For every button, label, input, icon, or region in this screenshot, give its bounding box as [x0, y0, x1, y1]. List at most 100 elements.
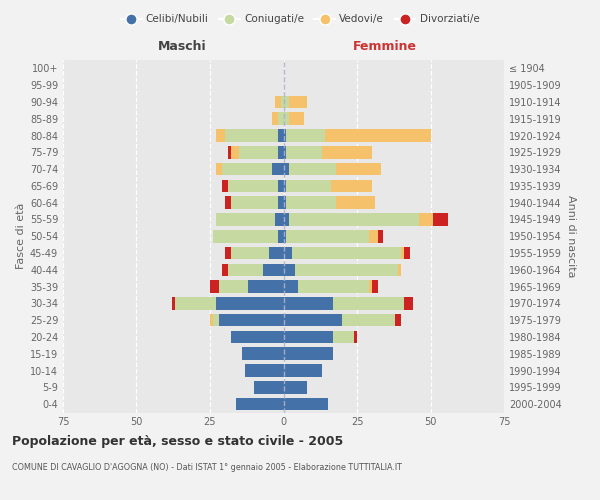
Bar	[286, 129, 325, 142]
Bar	[284, 381, 307, 394]
Bar	[219, 280, 248, 293]
Bar	[284, 348, 334, 360]
Bar	[222, 180, 227, 192]
Bar	[334, 297, 404, 310]
Bar	[242, 348, 284, 360]
Bar	[225, 129, 278, 142]
Y-axis label: Anni di nascita: Anni di nascita	[566, 195, 576, 278]
Bar	[222, 264, 227, 276]
Bar	[284, 230, 286, 242]
Bar	[298, 280, 369, 293]
Bar	[219, 314, 284, 326]
Bar	[248, 280, 284, 293]
Bar	[369, 280, 372, 293]
Bar	[213, 314, 219, 326]
Text: Popolazione per età, sesso e stato civile - 2005: Popolazione per età, sesso e stato civil…	[12, 435, 343, 448]
Bar	[284, 213, 289, 226]
Bar	[337, 163, 380, 175]
Bar	[230, 146, 239, 158]
Bar	[230, 330, 284, 344]
Bar	[272, 112, 278, 125]
Y-axis label: Fasce di età: Fasce di età	[16, 203, 26, 270]
Bar	[284, 180, 286, 192]
Text: Femmine: Femmine	[353, 40, 417, 53]
Bar	[284, 96, 289, 108]
Bar	[284, 129, 286, 142]
Bar	[230, 196, 278, 209]
Bar	[372, 280, 377, 293]
Bar	[210, 280, 219, 293]
Bar	[227, 180, 278, 192]
Bar	[284, 112, 289, 125]
Bar	[343, 314, 395, 326]
Bar	[284, 364, 322, 377]
Bar	[275, 96, 281, 108]
Bar	[284, 297, 334, 310]
Bar	[377, 230, 383, 242]
Bar	[269, 246, 284, 260]
Bar	[254, 381, 284, 394]
Bar	[216, 213, 275, 226]
Bar	[398, 264, 401, 276]
Bar	[236, 398, 284, 410]
Bar	[278, 230, 284, 242]
Bar	[289, 96, 307, 108]
Bar	[334, 330, 354, 344]
Bar	[289, 112, 304, 125]
Bar	[227, 146, 230, 158]
Bar	[272, 163, 284, 175]
Bar	[395, 314, 401, 326]
Bar	[281, 96, 284, 108]
Bar	[239, 146, 278, 158]
Bar	[278, 146, 284, 158]
Text: COMUNE DI CAVAGLIO D'AGOGNA (NO) - Dati ISTAT 1° gennaio 2005 - Elaborazione TUT: COMUNE DI CAVAGLIO D'AGOGNA (NO) - Dati …	[12, 462, 402, 471]
Bar	[284, 314, 343, 326]
Bar	[216, 129, 225, 142]
Bar	[278, 112, 284, 125]
Bar	[337, 196, 374, 209]
Bar	[404, 246, 410, 260]
Bar	[419, 213, 433, 226]
Bar	[289, 213, 419, 226]
Legend: Celibi/Nubili, Coniugati/e, Vedovi/e, Divorziati/e: Celibi/Nubili, Coniugati/e, Vedovi/e, Di…	[116, 10, 484, 29]
Bar	[369, 230, 377, 242]
Bar	[322, 146, 372, 158]
Bar	[286, 146, 322, 158]
Bar	[216, 297, 284, 310]
Bar	[275, 213, 284, 226]
Bar	[354, 330, 357, 344]
Bar	[213, 230, 278, 242]
Bar	[284, 398, 328, 410]
Bar	[292, 246, 401, 260]
Bar	[216, 163, 222, 175]
Bar	[222, 163, 272, 175]
Bar	[284, 330, 334, 344]
Bar	[295, 264, 398, 276]
Bar	[284, 264, 295, 276]
Bar	[284, 163, 289, 175]
Bar	[284, 196, 286, 209]
Bar	[284, 146, 286, 158]
Bar	[245, 364, 284, 377]
Bar	[210, 314, 213, 326]
Bar	[286, 180, 331, 192]
Bar	[175, 297, 216, 310]
Bar	[331, 180, 372, 192]
Bar	[284, 246, 292, 260]
Bar	[284, 280, 298, 293]
Bar	[404, 297, 413, 310]
Text: Maschi: Maschi	[158, 40, 206, 53]
Bar	[278, 129, 284, 142]
Bar	[263, 264, 284, 276]
Bar	[289, 163, 337, 175]
Bar	[172, 297, 175, 310]
Bar	[433, 213, 448, 226]
Bar	[278, 180, 284, 192]
Bar	[278, 196, 284, 209]
Bar	[325, 129, 431, 142]
Bar	[230, 246, 269, 260]
Bar	[225, 196, 230, 209]
Bar	[227, 264, 263, 276]
Bar	[286, 196, 337, 209]
Bar	[286, 230, 369, 242]
